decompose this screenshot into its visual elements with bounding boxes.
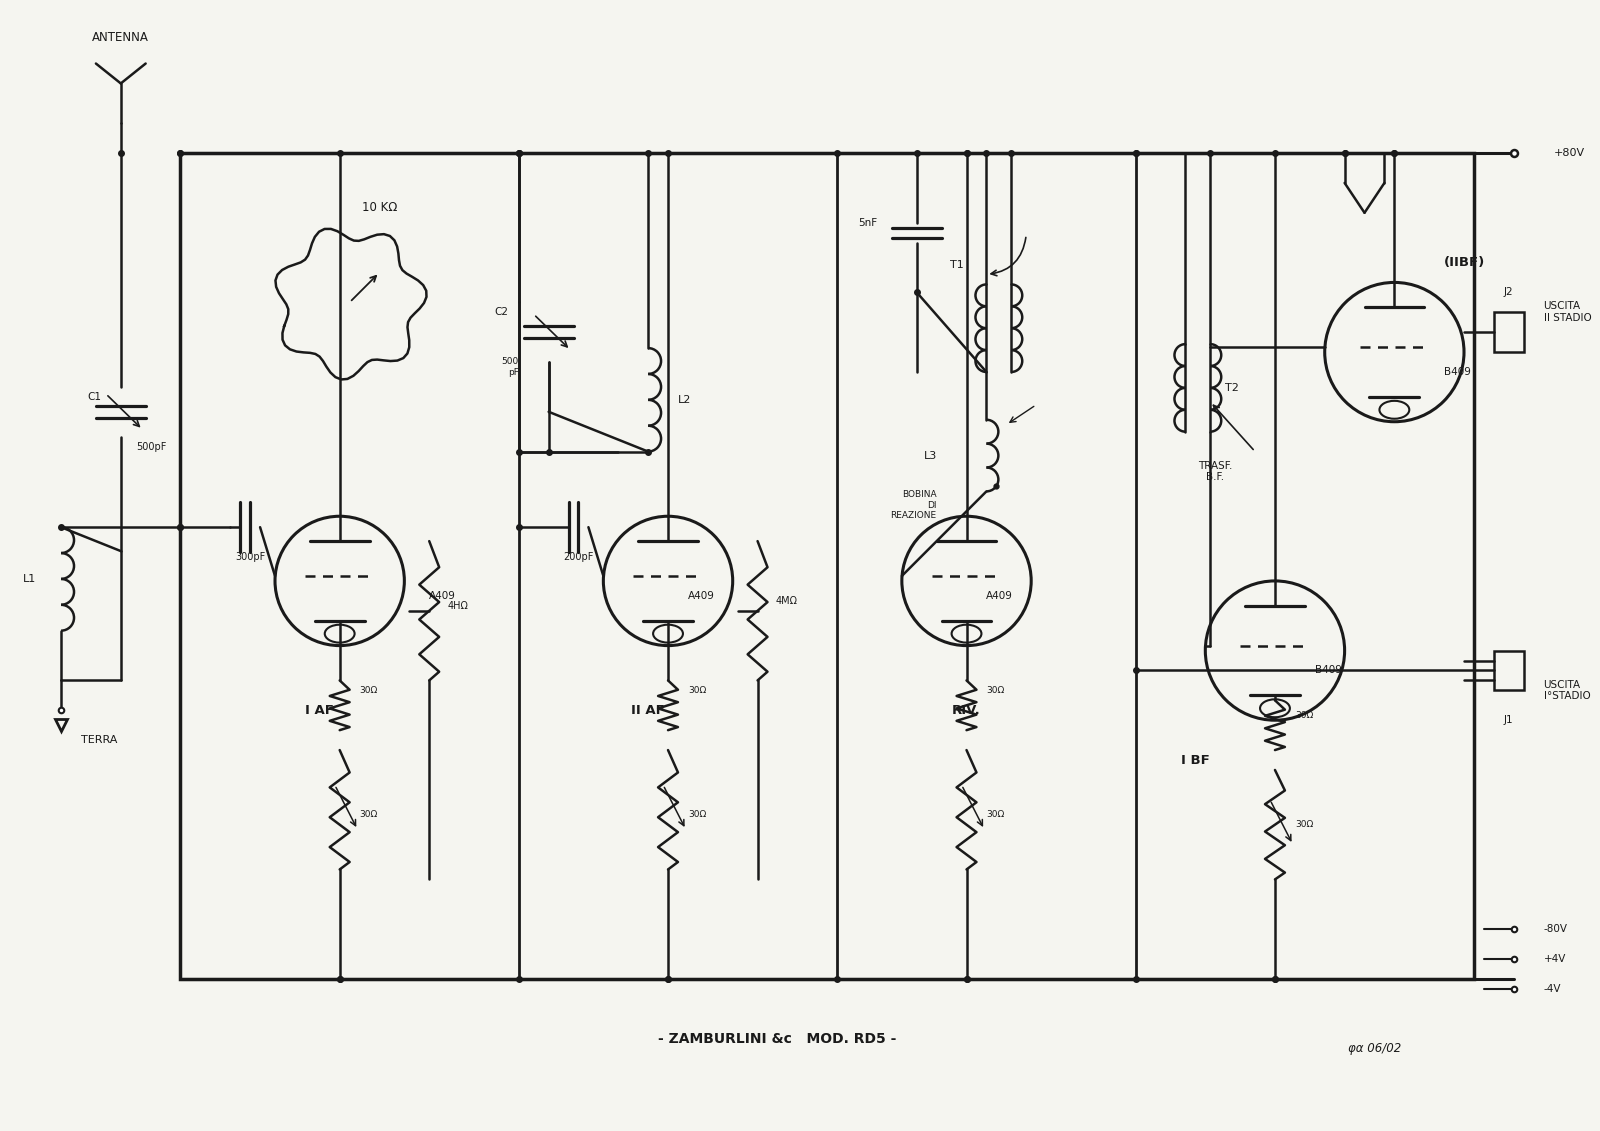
Text: +4V: +4V xyxy=(1544,955,1566,964)
Text: 30Ω: 30Ω xyxy=(688,810,706,819)
Text: II AF: II AF xyxy=(632,703,666,717)
Text: 30Ω: 30Ω xyxy=(360,685,378,694)
Bar xyxy=(1494,312,1523,352)
Text: 30Ω: 30Ω xyxy=(987,810,1005,819)
Text: B409: B409 xyxy=(1445,366,1470,377)
Text: - ZAMBURLINI &c   MOD. RD5 -: - ZAMBURLINI &c MOD. RD5 - xyxy=(658,1031,896,1046)
Text: 300pF: 300pF xyxy=(235,552,266,562)
Text: (IIBF): (IIBF) xyxy=(1445,256,1485,269)
Text: TRASF.
B.F.: TRASF. B.F. xyxy=(1198,460,1232,482)
Text: -80V: -80V xyxy=(1544,924,1568,934)
Text: A409: A409 xyxy=(429,590,456,601)
Text: A409: A409 xyxy=(688,590,715,601)
Text: C1: C1 xyxy=(86,391,101,402)
Text: L1: L1 xyxy=(22,573,37,584)
Text: ANTENNA: ANTENNA xyxy=(93,31,149,44)
Text: L3: L3 xyxy=(923,450,936,460)
Text: 10 KΩ: 10 KΩ xyxy=(362,201,397,214)
Text: I BF: I BF xyxy=(1181,753,1210,767)
Text: 30Ω: 30Ω xyxy=(1294,710,1314,719)
Text: T2: T2 xyxy=(1226,383,1238,392)
Text: φα 06/02: φα 06/02 xyxy=(1347,1042,1402,1055)
Text: I AF: I AF xyxy=(306,703,334,717)
Text: J1: J1 xyxy=(1504,715,1514,725)
Text: USCITA
I°STADIO: USCITA I°STADIO xyxy=(1544,680,1590,701)
Bar xyxy=(181,153,1474,979)
Text: 4MΩ: 4MΩ xyxy=(776,596,797,606)
Text: USCITA
II STADIO: USCITA II STADIO xyxy=(1544,302,1592,323)
Text: -4V: -4V xyxy=(1544,984,1562,994)
Text: T1: T1 xyxy=(950,259,963,269)
Text: 500
pF: 500 pF xyxy=(501,357,518,377)
Text: +80V: +80V xyxy=(1554,148,1584,158)
Text: B409: B409 xyxy=(1315,665,1342,675)
Text: RIV.: RIV. xyxy=(952,703,981,717)
Text: 30Ω: 30Ω xyxy=(360,810,378,819)
Text: TERRA: TERRA xyxy=(82,735,117,745)
Bar xyxy=(1494,650,1523,690)
Text: C2: C2 xyxy=(494,308,509,318)
Text: A409: A409 xyxy=(987,590,1013,601)
Text: 500pF: 500pF xyxy=(136,441,166,451)
Text: J2: J2 xyxy=(1504,287,1514,297)
Text: L2: L2 xyxy=(678,395,691,405)
Text: 30Ω: 30Ω xyxy=(1294,820,1314,829)
Text: 4HΩ: 4HΩ xyxy=(446,601,469,611)
Text: 5nF: 5nF xyxy=(858,218,877,227)
Text: 30Ω: 30Ω xyxy=(688,685,706,694)
Text: 30Ω: 30Ω xyxy=(987,685,1005,694)
Text: 200pF: 200pF xyxy=(563,552,594,562)
Text: BOBINA
DI
REAZIONE: BOBINA DI REAZIONE xyxy=(891,491,936,520)
